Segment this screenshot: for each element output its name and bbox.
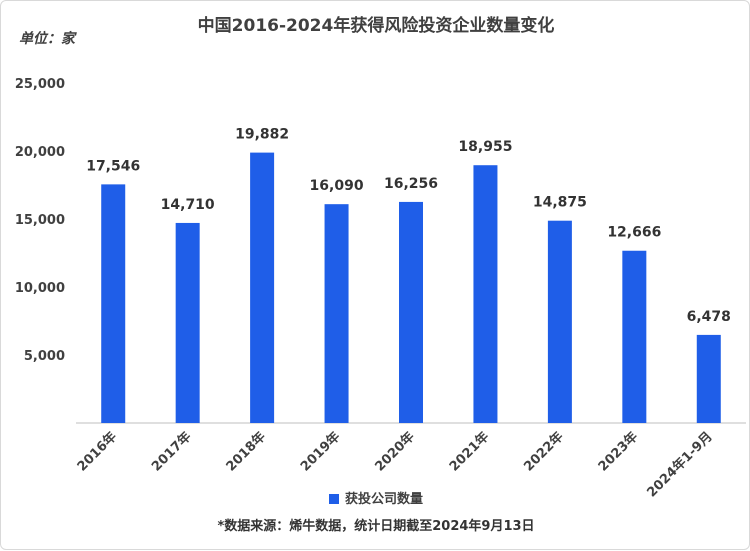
unit-label: 单位：家	[19, 31, 75, 47]
y-tick-label: 25,000	[15, 77, 65, 92]
source-note: *数据来源：烯牛数据，统计日期截至2024年9月13日	[217, 519, 535, 534]
bar	[324, 204, 349, 423]
data-label: 18,955	[458, 139, 512, 155]
bar	[250, 152, 275, 423]
y-tick-label: 10,000	[15, 281, 65, 296]
data-label: 6,478	[687, 309, 731, 325]
bar	[101, 184, 126, 423]
y-tick-label: 20,000	[15, 145, 65, 160]
data-label: 16,256	[384, 176, 438, 192]
x-tick-label: 2017年	[148, 429, 194, 475]
data-label: 19,882	[235, 127, 289, 143]
bar	[473, 165, 498, 423]
chart-title: 中国2016-2024年获得风险投资企业数量变化	[197, 16, 555, 36]
data-label: 14,875	[533, 195, 587, 211]
legend-label: 获投公司数量	[344, 492, 423, 507]
bar	[399, 201, 423, 423]
data-label: 12,666	[607, 225, 661, 241]
x-tick-label: 2018年	[223, 429, 269, 475]
x-tick-label: 2019年	[297, 429, 343, 475]
y-tick-label: 5,000	[24, 349, 65, 364]
x-tick-label: 2016年	[74, 429, 120, 475]
legend: 获投公司数量	[1, 488, 750, 507]
x-tick-label: 2023年	[595, 429, 641, 475]
bar	[622, 250, 647, 423]
x-tick-label: 2020年	[372, 429, 418, 475]
bar	[696, 334, 721, 423]
bar	[547, 220, 572, 423]
data-label: 16,090	[310, 178, 364, 194]
data-label: 14,710	[161, 197, 215, 213]
data-label: 17,546	[86, 158, 140, 174]
legend-swatch	[328, 494, 339, 504]
bar	[175, 222, 200, 423]
x-tick-label: 2021年	[446, 429, 492, 475]
y-tick-label: 15,000	[15, 213, 65, 228]
x-tick-label: 2022年	[521, 429, 567, 475]
